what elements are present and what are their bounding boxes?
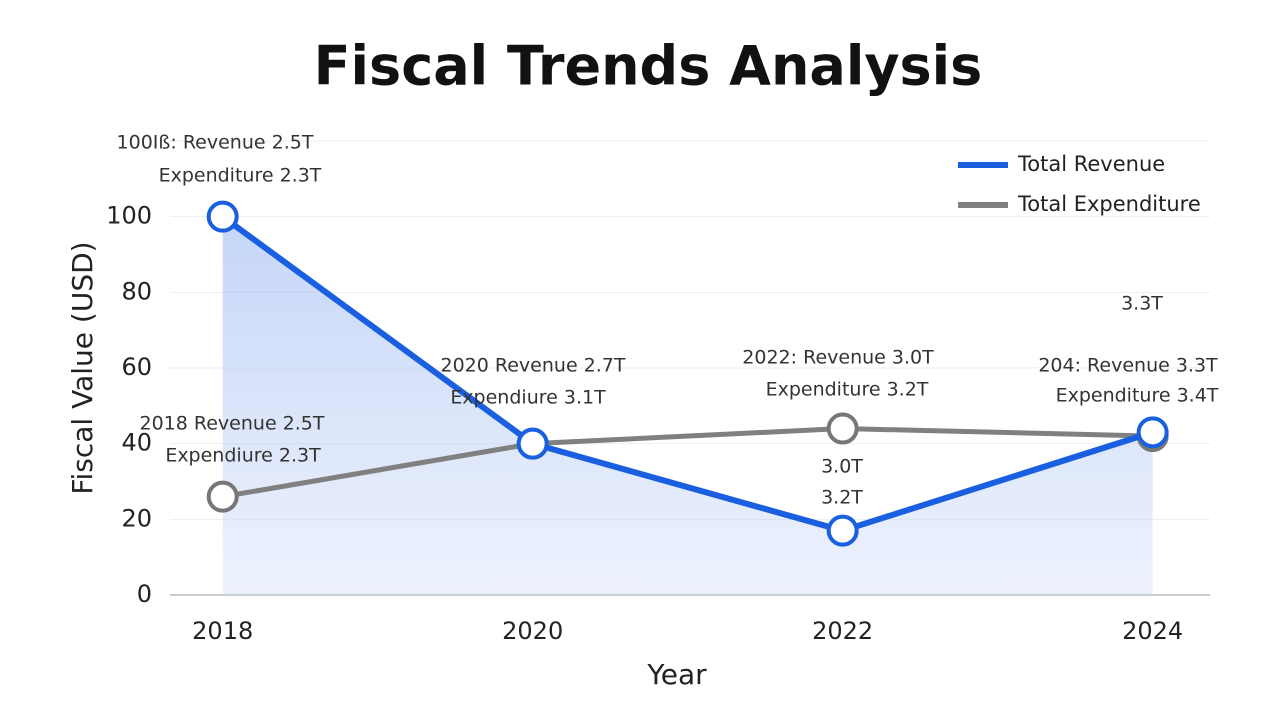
annotation: 2022: Revenue 3.0T — [742, 347, 934, 369]
legend-label: Total Expenditure — [1017, 192, 1201, 216]
y-tick-label: 60 — [121, 353, 152, 381]
annotation: 2020 Revenue 2.7T — [441, 355, 626, 377]
annotation: Expendiure 2.3T — [165, 445, 321, 467]
data-point — [206, 480, 239, 513]
data-point — [1136, 416, 1169, 449]
legend-label: Total Revenue — [1017, 152, 1165, 176]
annotation: 3.3T — [1121, 293, 1163, 315]
annotation: 2018 Revenue 2.5T — [140, 413, 325, 435]
x-axis-label: Year — [646, 658, 707, 691]
data-point — [206, 200, 239, 233]
annotation: Expendiure 3.1T — [450, 387, 606, 409]
annotation: 3.2T — [821, 487, 863, 509]
data-point — [826, 412, 859, 445]
annotation: 204: Revenue 3.3T — [1038, 355, 1218, 377]
annotation: 100Iß: Revenue 2.5T — [117, 132, 314, 154]
y-axis-label: Fiscal Value (USD) — [66, 241, 99, 494]
x-tick-label: 2018 — [192, 617, 253, 645]
annotation: Expenditure 3.2T — [766, 379, 929, 401]
annotation: Expenditure 2.3T — [159, 165, 322, 187]
y-tick-label: 20 — [121, 504, 152, 532]
x-tick-label: 2020 — [502, 617, 563, 645]
area-fill — [222, 216, 1153, 595]
series-line — [220, 214, 1154, 534]
data-point — [826, 514, 859, 547]
annotation: Expenditure 3.4T — [1056, 385, 1219, 407]
y-tick-label: 80 — [121, 277, 152, 305]
series-line — [222, 426, 1153, 500]
y-tick-label: 100 — [106, 202, 152, 230]
x-tick-label: 2022 — [812, 617, 873, 645]
y-tick-label: 0 — [137, 580, 152, 608]
chart-title: Fiscal Trends Analysis — [314, 35, 983, 98]
annotation: 3.0T — [821, 456, 863, 478]
data-point — [516, 427, 549, 460]
y-tick-label: 40 — [121, 429, 152, 457]
x-tick-label: 2024 — [1122, 617, 1183, 645]
